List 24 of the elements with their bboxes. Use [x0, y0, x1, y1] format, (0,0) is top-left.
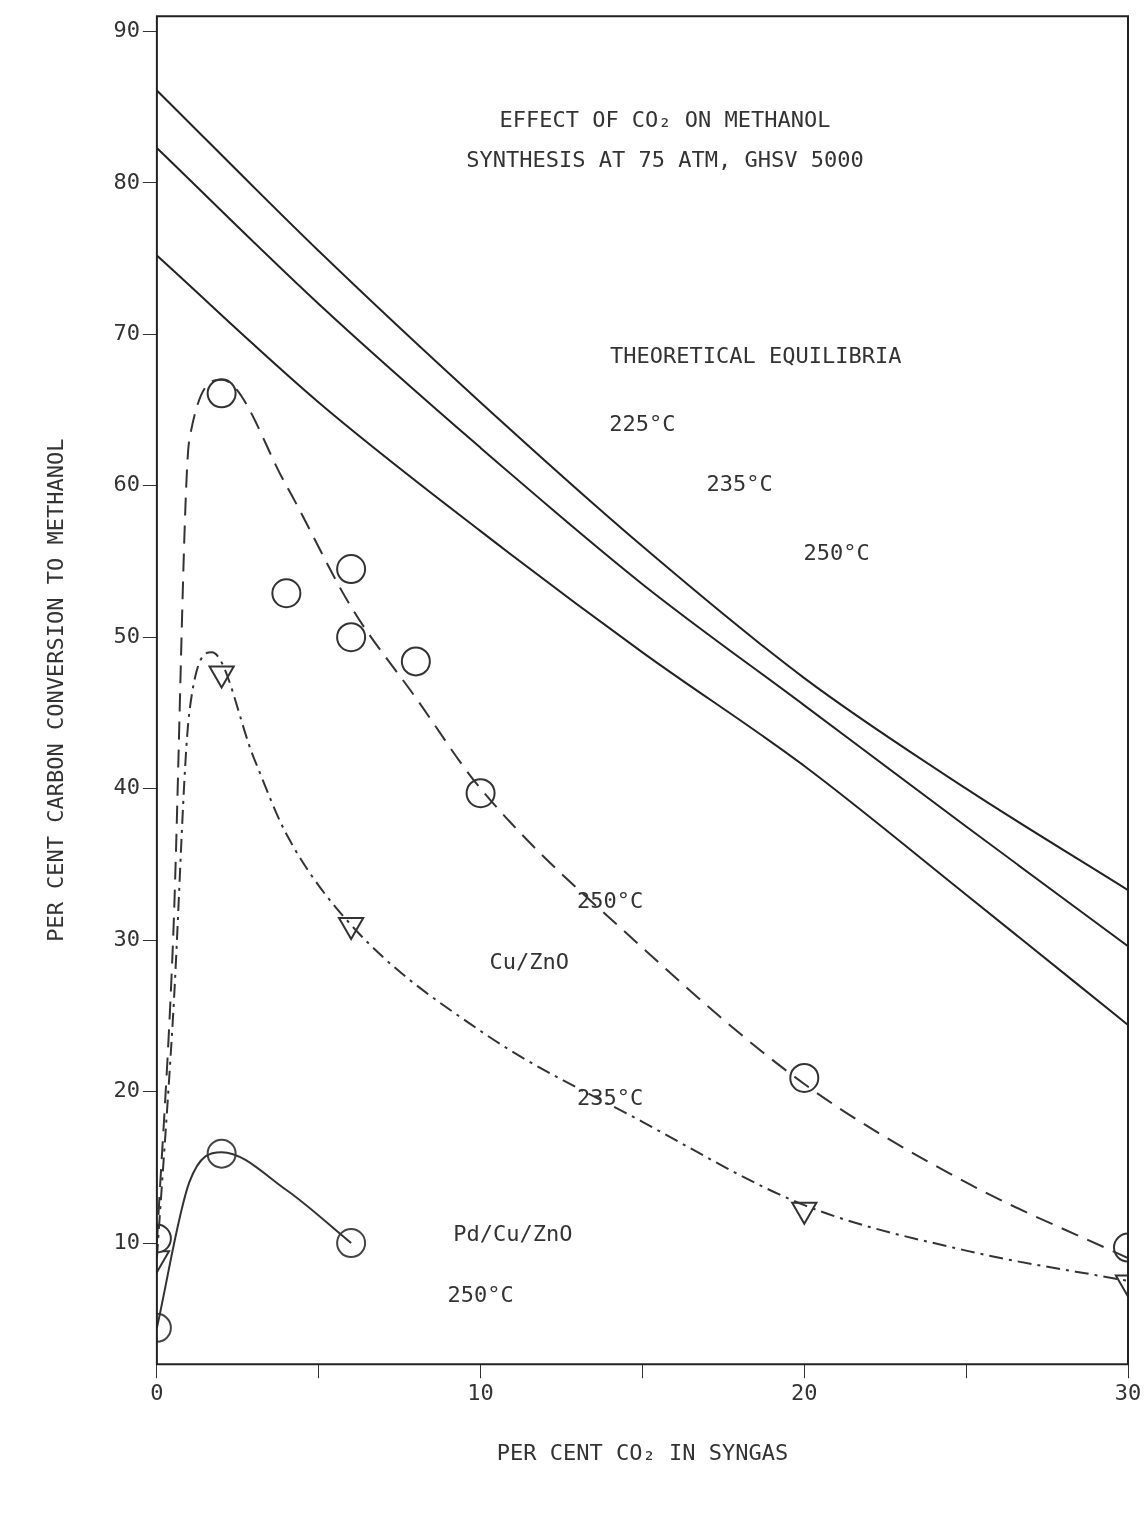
y-axis-title: PER CENT CARBON CONVERSION TO METHANOL [42, 438, 68, 942]
annotation: 225°C [609, 410, 676, 436]
y-tick-label: 20 [113, 1077, 140, 1103]
y-tick-label: 30 [113, 925, 140, 951]
y-tick-label: 40 [113, 774, 140, 800]
annotation: Pd/Cu/ZnO [453, 1221, 573, 1247]
y-tick-label: 60 [113, 471, 140, 497]
annotation: 250°C [803, 539, 870, 565]
annotation: 235°C [706, 471, 773, 497]
annotation: 235°C [576, 1084, 644, 1110]
text: EFFECT OF CO₂ ON METHANOL SYNTHESIS AT 75 ATM, GHSV 5000 [465, 106, 865, 174]
annotation: Cu/ZnO [489, 948, 569, 974]
y-tick-label: 90 [113, 17, 140, 43]
x-tick-label: 30 [1114, 1380, 1142, 1406]
annotation: THEORETICAL EQUILIBRIA [610, 342, 902, 368]
x-axis-title: PER CENT CO₂ IN SYNGAS [496, 1439, 789, 1465]
x-tick-label: 0 [150, 1380, 164, 1406]
y-tick-label: 10 [113, 1228, 140, 1254]
y-tick-label: 70 [113, 319, 140, 345]
annotation: 250°C [447, 1281, 514, 1307]
x-tick-label: 10 [467, 1380, 494, 1406]
x-tick-label: 20 [791, 1380, 818, 1406]
y-tick-label: 50 [113, 622, 140, 648]
y-tick-label: 80 [113, 168, 140, 194]
